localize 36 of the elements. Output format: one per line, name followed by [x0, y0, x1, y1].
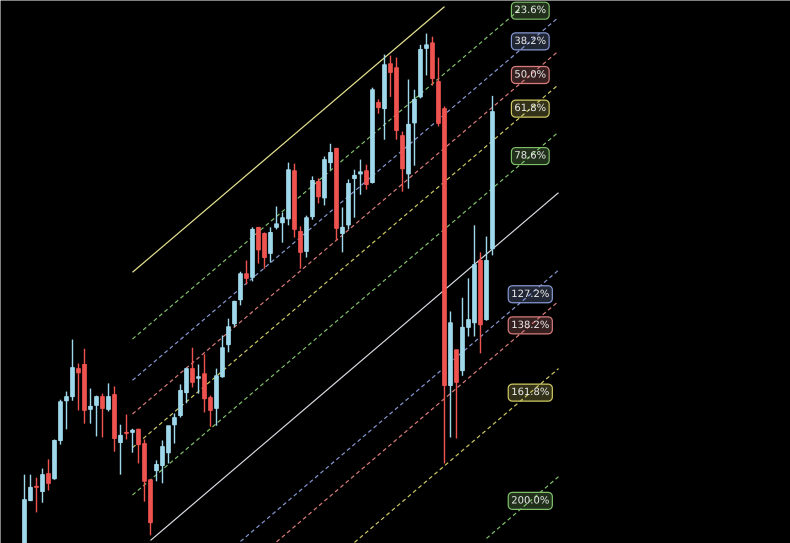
candlestick — [376, 98, 381, 114]
candlestick — [232, 300, 237, 328]
candlestick — [364, 164, 369, 190]
series-label: 50.0% — [514, 70, 546, 81]
candlestick — [34, 477, 39, 514]
series-label: 127.2% — [511, 288, 550, 300]
candlestick — [118, 424, 123, 476]
candlestick — [40, 468, 45, 504]
series-label: 23.6% — [514, 5, 546, 16]
series-label: 38.2% — [514, 36, 546, 47]
series-label: 78.6% — [514, 150, 546, 162]
candlestick — [226, 318, 231, 354]
candlestick — [190, 347, 195, 388]
candlestick — [94, 394, 99, 438]
candlestick — [424, 32, 429, 76]
candlestick — [196, 364, 201, 394]
candlestick — [352, 169, 357, 218]
candlestick — [88, 388, 93, 424]
series-label: 61.8% — [514, 103, 546, 114]
candlestick — [340, 206, 345, 254]
candlestick — [316, 178, 321, 204]
candlestick — [130, 428, 135, 454]
candlestick — [412, 89, 417, 166]
candlestick — [274, 206, 279, 230]
series-label: 138.2% — [511, 320, 550, 331]
candlestick — [124, 414, 129, 440]
series-label: 161.8% — [511, 387, 550, 398]
candlestick — [172, 412, 177, 444]
candlestick — [268, 226, 273, 264]
candlestick — [46, 458, 51, 492]
series-label: 200.0% — [511, 495, 550, 506]
candlestick — [106, 382, 111, 412]
candlestick — [100, 392, 105, 438]
candlestick — [358, 158, 363, 196]
candlestick — [244, 260, 249, 286]
candlestick — [298, 226, 303, 270]
